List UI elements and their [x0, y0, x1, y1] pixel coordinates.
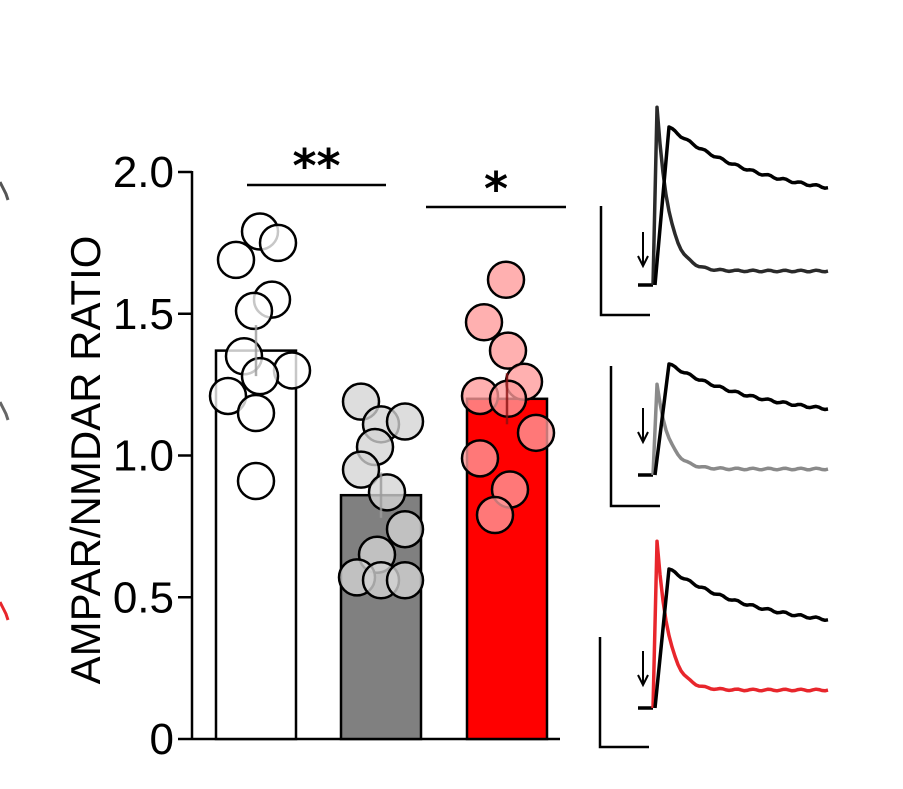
- data-point: [385, 402, 425, 441]
- data-point: [460, 439, 500, 478]
- y-tick-label: 1.5: [113, 290, 174, 339]
- control-trace: [653, 567, 829, 709]
- data-point: [236, 461, 276, 501]
- scale-bar: [609, 366, 660, 508]
- error-bars: [254, 325, 509, 518]
- significance-label: **: [292, 139, 340, 193]
- data-point: [475, 495, 515, 535]
- data-point: [272, 351, 312, 390]
- data-point: [234, 291, 274, 331]
- y-axis-label: AMPAR/NMDAR RATIO: [62, 236, 109, 685]
- comparison-trace: [651, 539, 829, 709]
- comparison-trace: [651, 382, 829, 476]
- data-point: [216, 240, 256, 280]
- scale-bar: [599, 206, 650, 317]
- data-point: [240, 356, 280, 396]
- data-point: [236, 393, 276, 433]
- data-point: [464, 303, 504, 342]
- scale-bar: [598, 637, 649, 749]
- trace-panel-1: [599, 105, 829, 317]
- stimulus-arrow-icon: [637, 232, 649, 269]
- data-point: [258, 223, 298, 263]
- y-axis: 0 0.5 1.0 1.5 2.0: [113, 148, 560, 764]
- data-point: [341, 450, 381, 489]
- stimulus-arrow-icon: [637, 408, 649, 445]
- control-trace: [653, 362, 829, 476]
- data-point: [385, 509, 425, 549]
- data-point: [488, 331, 528, 370]
- example-traces: [598, 105, 829, 749]
- trace-panel-2: [609, 362, 829, 508]
- significance-brackets: ** *: [247, 139, 566, 216]
- data-point: [208, 376, 248, 416]
- comparison-trace: [651, 105, 829, 286]
- trace-panel-3: [598, 539, 829, 749]
- y-tick-label: 2.0: [113, 148, 174, 197]
- clipped-left-traces: [0, 181, 10, 621]
- y-tick-label: 1.0: [113, 432, 174, 481]
- data-point: [385, 560, 425, 600]
- y-tick-label: 0.5: [113, 573, 174, 622]
- y-tick-label: 0: [150, 715, 174, 764]
- data-point: [516, 413, 556, 453]
- data-points: [208, 212, 556, 600]
- data-point: [486, 260, 526, 299]
- data-point: [367, 473, 407, 512]
- clipped-trace: [0, 601, 10, 621]
- significance-label: *: [484, 162, 508, 216]
- control-trace: [653, 125, 829, 286]
- clipped-trace: [0, 181, 10, 201]
- stimulus-arrow-icon: [637, 651, 649, 688]
- clipped-trace: [0, 401, 10, 421]
